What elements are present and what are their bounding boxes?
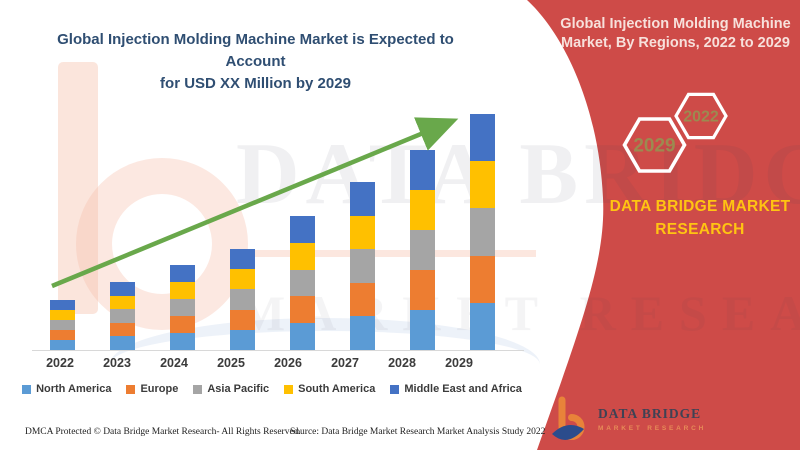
sidebar-title-line1: Global Injection Molding Machine — [560, 16, 791, 32]
bar-segment-2024-europe — [169, 316, 195, 333]
brand-line2: RESEARCH — [655, 221, 745, 238]
bar-segment-2028-europe — [409, 270, 435, 310]
bar-segment-2023-north-america — [109, 336, 135, 350]
source-note: Source: Data Bridge Market Research Mark… — [290, 427, 546, 437]
company-logo: DATA BRIDGE MARKET RESEARCH — [551, 396, 706, 442]
bar-segment-2026-north-america — [289, 323, 315, 350]
legend-item-south-america: South America — [284, 383, 375, 395]
bar-2023 — [109, 282, 135, 350]
bar-segment-2027-south-america — [349, 215, 375, 250]
bar-segment-2023-asia-pacific — [109, 309, 135, 323]
bar-segment-2026-south-america — [289, 242, 315, 270]
bar-2027 — [349, 182, 375, 350]
legend-item-middle-east-and-africa: Middle East and Africa — [390, 383, 522, 395]
bar-segment-2029-europe — [469, 255, 495, 303]
bar-segment-2025-europe — [229, 309, 255, 330]
bar-segment-2029-south-america — [469, 161, 495, 209]
legend-label: Middle East and Africa — [404, 383, 522, 395]
bar-2026 — [289, 216, 315, 350]
legend-swatch-icon — [284, 384, 294, 394]
bar-segment-2024-south-america — [169, 282, 195, 299]
bar-segment-2022-asia-pacific — [49, 320, 75, 330]
bar-segment-2025-north-america — [229, 329, 255, 350]
sidebar-title-line2: Market, By Regions, 2022 to 2029 — [561, 35, 790, 51]
logo-name: DATA BRIDGE — [598, 406, 702, 421]
bar-2024 — [169, 265, 195, 350]
bar-segment-2024-north-america — [169, 333, 195, 350]
bar-segment-2024-middle-east-and-africa — [169, 265, 195, 282]
chart-title-line1: Global Injection Molding Machine Market … — [57, 31, 454, 70]
bar-segment-2022-middle-east-and-africa — [49, 300, 75, 310]
bar-segment-2028-south-america — [409, 190, 435, 230]
bar-segment-2028-middle-east-and-africa — [409, 150, 435, 190]
bar-segment-2028-north-america — [409, 310, 435, 350]
x-axis-label-2025: 2025 — [217, 356, 245, 370]
legend-swatch-icon — [390, 384, 400, 394]
bar-segment-2026-asia-pacific — [289, 269, 315, 297]
x-axis-line — [32, 350, 524, 351]
x-axis-label-2029: 2029 — [445, 356, 473, 370]
legend-item-europe: Europe — [126, 383, 178, 395]
bar-segment-2027-north-america — [349, 316, 375, 350]
legend-item-north-america: North America — [22, 383, 111, 395]
bar-segment-2026-middle-east-and-africa — [289, 216, 315, 243]
watermark-text-line2: MARKET RESEARCH — [238, 285, 800, 341]
legend-label: Asia Pacific — [207, 383, 270, 395]
bar-segment-2027-europe — [349, 282, 375, 317]
bar-segment-2025-asia-pacific — [229, 289, 255, 310]
sidebar-title: Global Injection Molding Machine Market,… — [553, 15, 798, 53]
legend-label: North America — [36, 383, 112, 395]
bar-segment-2029-asia-pacific — [469, 208, 495, 256]
hexagon-2022-label: 2022 — [683, 109, 719, 126]
chart-title-line2: for USD XX Million by 2029 — [160, 75, 351, 92]
brand-wordmark: DATA BRIDGE MARKET RESEARCH — [580, 195, 800, 241]
bar-segment-2029-middle-east-and-africa — [469, 114, 495, 162]
bar-segment-2023-middle-east-and-africa — [109, 282, 135, 296]
bar-segment-2028-asia-pacific — [409, 230, 435, 270]
bar-2025 — [229, 249, 255, 350]
bar-segment-2022-south-america — [49, 310, 75, 320]
legend-label: South America — [298, 383, 376, 395]
legend-swatch-icon — [193, 384, 203, 394]
bar-2029 — [469, 114, 495, 350]
chart-legend: North America Europe Asia Pacific South Ame… — [18, 383, 526, 395]
bar-2022 — [49, 300, 75, 350]
bar-segment-2027-asia-pacific — [349, 249, 375, 283]
bar-segment-2022-north-america — [49, 340, 75, 350]
bar-segment-2025-middle-east-and-africa — [229, 249, 255, 270]
chart-title: Global Injection Molding Machine Market … — [28, 29, 483, 95]
bar-segment-2022-europe — [49, 330, 75, 340]
dmca-notice: DMCA Protected © Data Bridge Market Rese… — [25, 427, 301, 437]
bar-segment-2026-europe — [289, 296, 315, 324]
x-axis-label-2024: 2024 — [160, 356, 188, 370]
bar-segment-2023-europe — [109, 322, 135, 337]
logo-b-icon — [552, 396, 585, 440]
bar-segment-2029-north-america — [469, 302, 495, 350]
logo-subtitle: MARKET RESEARCH — [598, 425, 707, 432]
x-axis-label-2026: 2026 — [274, 356, 302, 370]
legend-swatch-icon — [22, 384, 32, 394]
legend-label: Europe — [140, 383, 179, 395]
x-axis-label-2022: 2022 — [46, 356, 74, 370]
legend-swatch-icon — [126, 384, 136, 394]
watermark-logo-ring — [76, 158, 248, 330]
brand-line1: DATA BRIDGE MARKET — [609, 198, 791, 215]
legend-item-asia-pacific: Asia Pacific — [193, 383, 269, 395]
x-axis-label-2027: 2027 — [331, 356, 359, 370]
bar-segment-2024-asia-pacific — [169, 299, 195, 316]
x-axis-label-2028: 2028 — [388, 356, 416, 370]
bar-segment-2027-middle-east-and-africa — [349, 182, 375, 216]
bar-segment-2023-south-america — [109, 295, 135, 310]
bar-2028 — [409, 150, 435, 350]
bar-segment-2025-south-america — [229, 269, 255, 290]
x-axis-label-2023: 2023 — [103, 356, 131, 370]
